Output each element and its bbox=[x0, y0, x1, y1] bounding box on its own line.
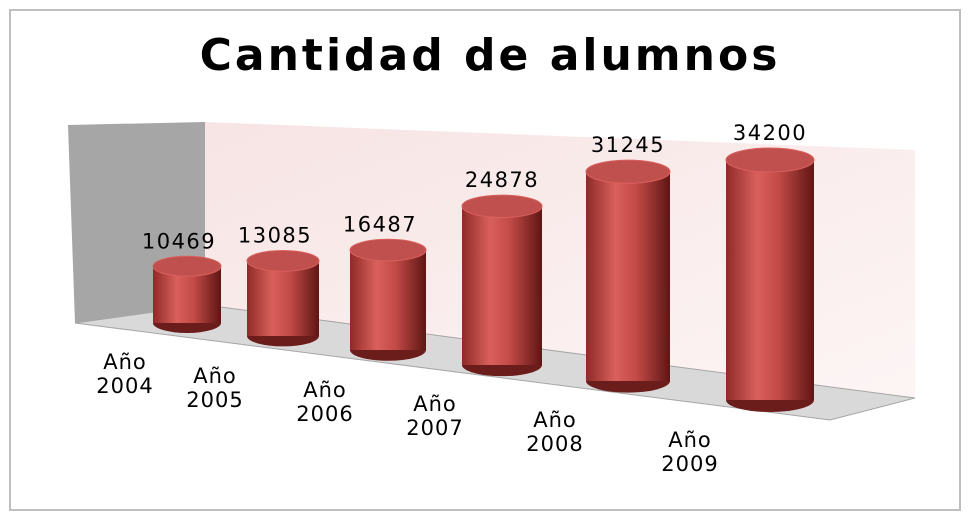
bar bbox=[586, 171, 670, 381]
x-tick-label: Año 2007 bbox=[406, 392, 464, 440]
x-tick-label: Año 2005 bbox=[186, 364, 244, 412]
bar-top bbox=[246, 250, 320, 272]
x-tick-label: Año 2008 bbox=[526, 408, 584, 456]
value-label: 10469 bbox=[142, 229, 216, 253]
chart-title: Cantidad de alumnos bbox=[200, 30, 781, 81]
value-label: 31245 bbox=[591, 133, 665, 157]
x-tick-label: Año 2006 bbox=[296, 378, 354, 426]
value-label: 24878 bbox=[465, 168, 539, 192]
x-tick-label: Año 2004 bbox=[96, 350, 154, 398]
value-label: 16487 bbox=[343, 212, 417, 236]
bar-top bbox=[725, 147, 815, 173]
bar bbox=[247, 260, 319, 336]
bar bbox=[350, 250, 426, 350]
bar bbox=[462, 206, 542, 365]
bar-top bbox=[349, 238, 427, 262]
frame bbox=[9, 9, 961, 511]
bar-top bbox=[585, 159, 671, 184]
x-tick-label: Año 2009 bbox=[661, 428, 719, 476]
bar bbox=[726, 160, 814, 400]
value-label: 34200 bbox=[733, 121, 807, 145]
bar-top bbox=[152, 255, 222, 277]
bar-top bbox=[461, 194, 543, 218]
value-label: 13085 bbox=[238, 224, 312, 248]
